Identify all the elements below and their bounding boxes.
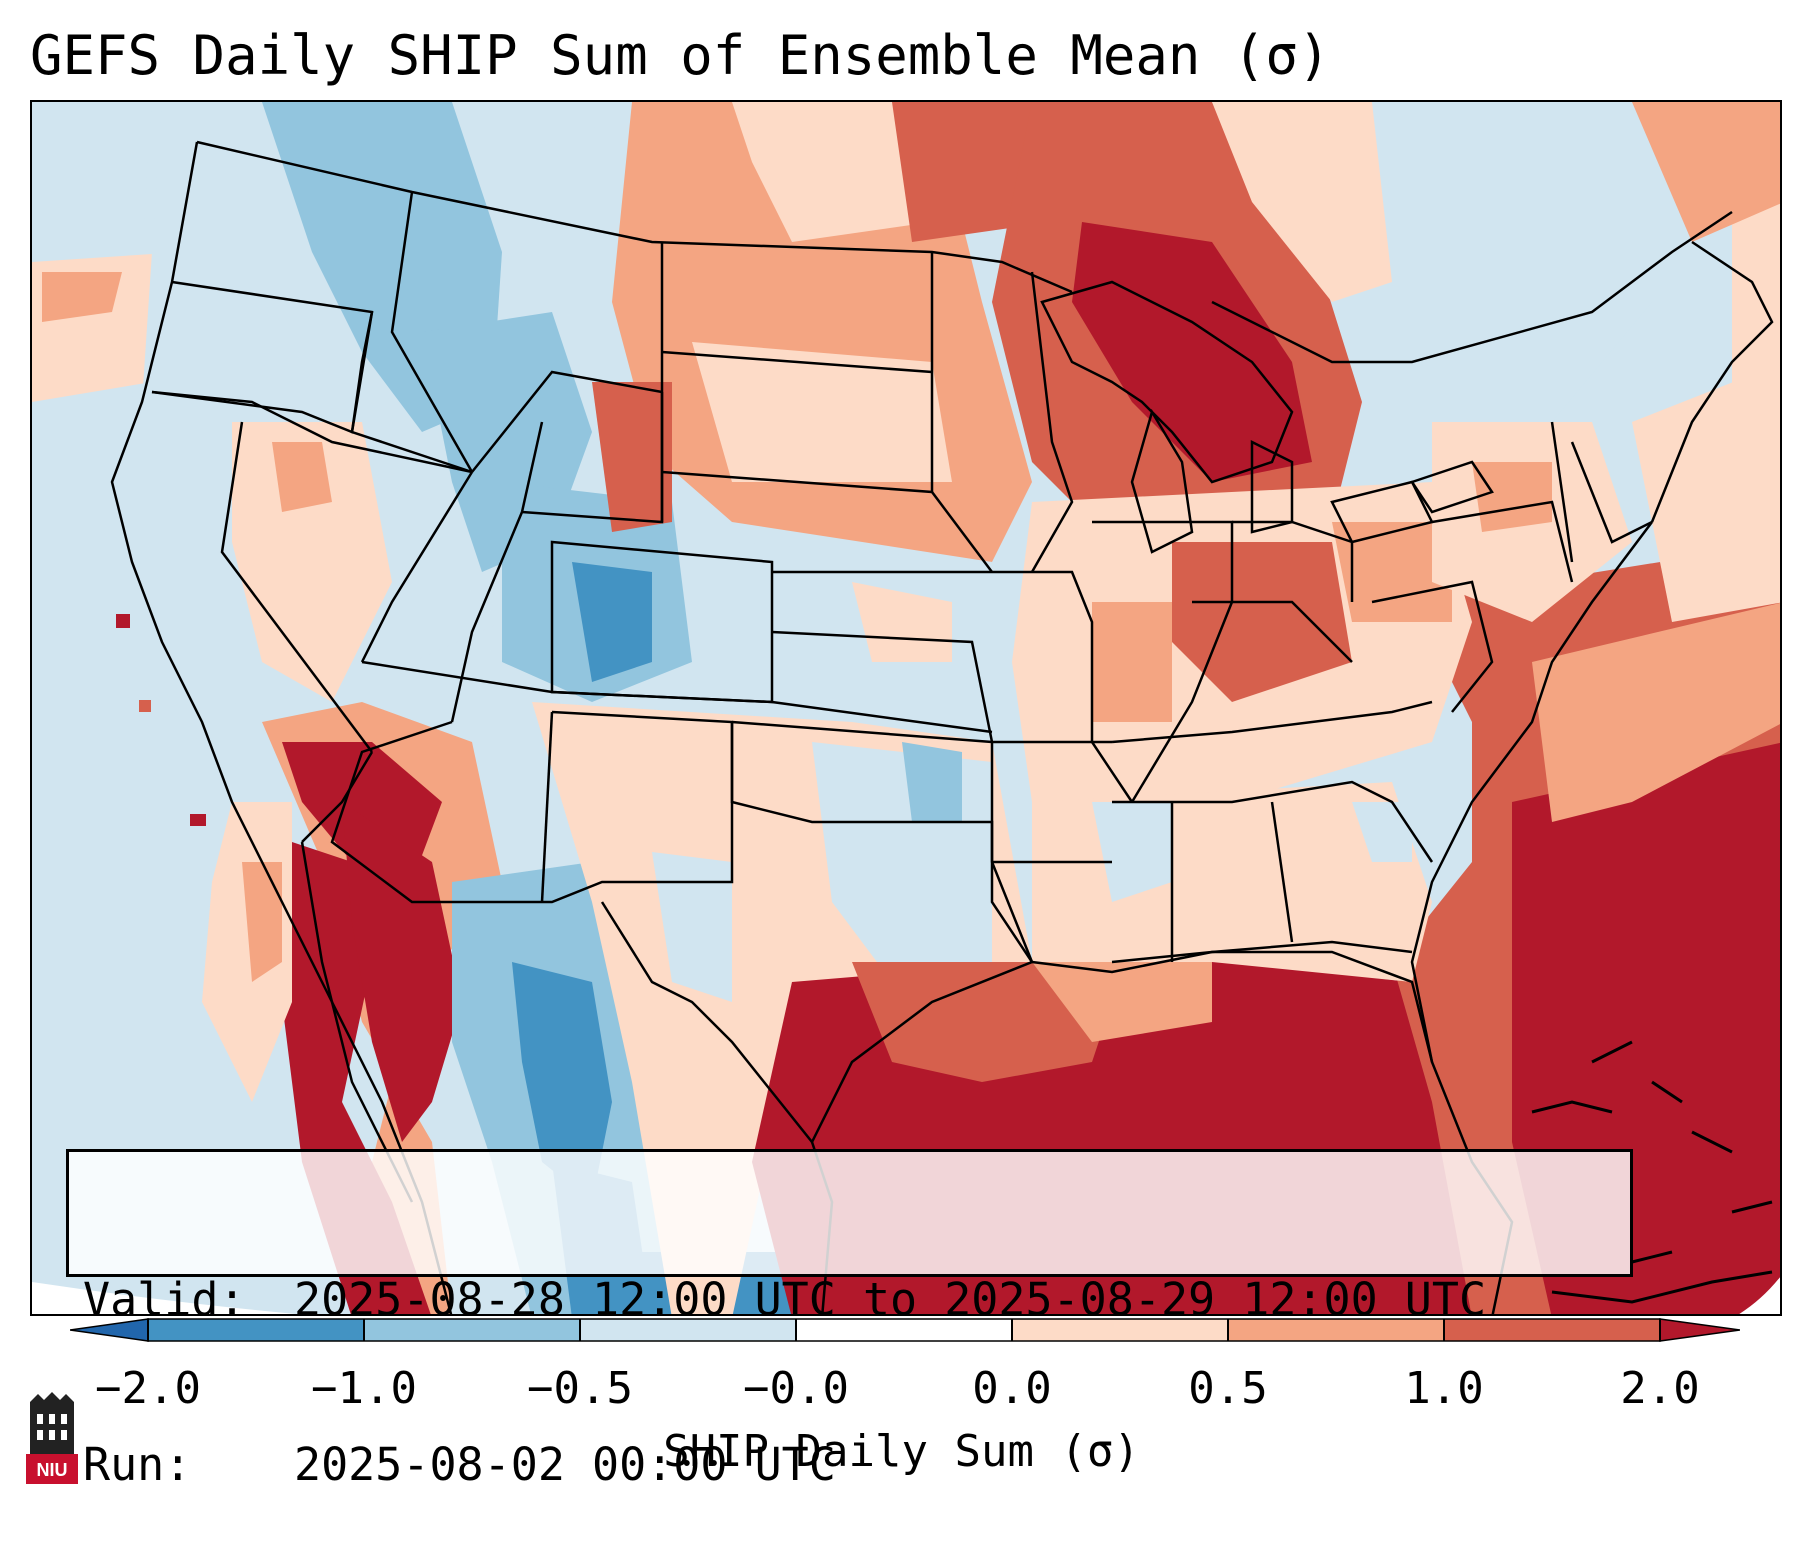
logo-text: NIU	[37, 1460, 68, 1480]
colorbar-extend-high	[1659, 1318, 1740, 1342]
colorbar-bin-3	[580, 1319, 796, 1341]
colorbar-tick-label: 0.0	[972, 1363, 1052, 1414]
niu-logo: NIU	[26, 1392, 78, 1484]
colorbar	[70, 1318, 1740, 1342]
valid-run-info-box: Valid: 2025-08-28 12:00 UTC to 2025-08-29…	[66, 1149, 1633, 1491]
colorbar-bin-1	[148, 1319, 364, 1341]
run-label: Run:	[83, 1438, 192, 1491]
valid-row: Valid: 2025-08-28 12:00 UTC to 2025-08-29…	[83, 1272, 1630, 1327]
colorbar-label: SHIP Daily Sum (σ)	[663, 1426, 1140, 1477]
colorbar-bin-2	[364, 1319, 580, 1341]
run-row: Run: 2025-08-02 00:00 UTC	[83, 1437, 1630, 1492]
caribbean-islands	[1531, 1040, 1773, 1304]
valid-label: Valid:	[83, 1273, 246, 1326]
colorbar-tick-label: −1.0	[311, 1363, 417, 1414]
colorbar-extend-low	[70, 1318, 149, 1342]
colorbar-bin-6	[1228, 1319, 1444, 1341]
colorbar-ticks	[147, 1319, 1661, 1341]
colorbar-bin-7	[1444, 1319, 1660, 1341]
projection-edge	[32, 1282, 296, 1314]
run-value: 2025-08-02 00:00 UTC	[294, 1438, 836, 1491]
colorbar-bin-4	[796, 1319, 1012, 1341]
pacific-light-region	[32, 102, 152, 1314]
region-northeast-cool	[1362, 102, 1672, 442]
colorbar-tick-label: −2.0	[95, 1363, 201, 1414]
map-title: GEFS Daily SHIP Sum of Ensemble Mean (σ)	[30, 24, 1331, 87]
pacific-hotspot	[116, 614, 130, 628]
map-panel	[30, 100, 1782, 1316]
colorbar-bin-5	[1012, 1319, 1228, 1341]
ship-anomaly-map	[32, 102, 1780, 1314]
colorbar-tick-label: 1.0	[1404, 1363, 1484, 1414]
valid-value: 2025-08-28 12:00 UTC to 2025-08-29 12:00…	[294, 1273, 1487, 1326]
colorbar-tick-label: −0.5	[527, 1363, 633, 1414]
colorbar-tick-label: −0.0	[743, 1363, 849, 1414]
colorbar-tick-label: 2.0	[1620, 1363, 1700, 1414]
region-california-warm	[232, 422, 392, 702]
colorbar-tick-label: 0.5	[1188, 1363, 1268, 1414]
